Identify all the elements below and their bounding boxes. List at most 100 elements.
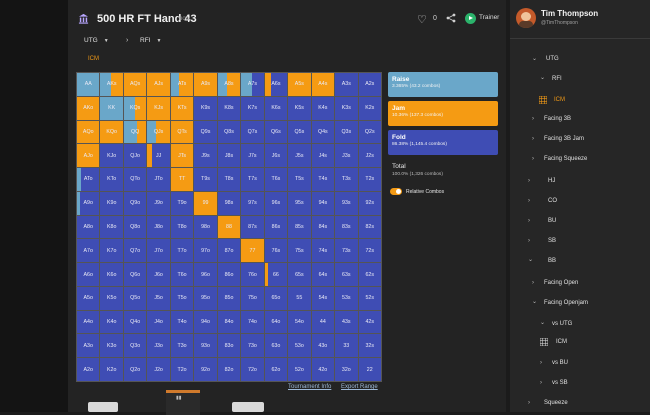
range-cell[interactable]: Q9s bbox=[194, 120, 217, 144]
range-cell[interactable]: A6s bbox=[264, 73, 288, 96]
range-cell[interactable]: T8s bbox=[217, 168, 241, 191]
range-cell[interactable]: K5o bbox=[100, 286, 123, 310]
tree-item-facing-open[interactable]: Facing Open bbox=[544, 280, 579, 286]
card-right[interactable] bbox=[232, 402, 264, 412]
chevron-right-icon[interactable]: › bbox=[528, 178, 530, 184]
range-cell[interactable]: J3s bbox=[335, 144, 358, 168]
range-cell[interactable]: K4o bbox=[100, 310, 123, 334]
tree-item-sb[interactable]: SB bbox=[548, 238, 557, 244]
range-cell[interactable]: T4o bbox=[170, 310, 194, 334]
chevron-right-icon[interactable]: › bbox=[540, 360, 542, 366]
range-cell[interactable]: T7o bbox=[170, 239, 194, 263]
range-cell[interactable]: 63o bbox=[264, 334, 288, 358]
legend-raise[interactable]: Raise 3.365% (43.2 combos) bbox=[388, 72, 498, 97]
tree-item-utg[interactable]: UTG bbox=[546, 56, 559, 62]
range-cell[interactable]: Q8o bbox=[123, 215, 147, 239]
range-cell[interactable]: 65o bbox=[264, 286, 288, 310]
range-cell[interactable]: K7s bbox=[241, 96, 264, 120]
tree-item-facing-squeeze[interactable]: Facing Squeeze bbox=[544, 156, 588, 162]
range-cell[interactable]: 73o bbox=[241, 334, 264, 358]
range-cell[interactable]: K9s bbox=[194, 96, 217, 120]
range-cell[interactable]: T2o bbox=[170, 358, 194, 381]
chevron-down-icon[interactable]: ⌄ bbox=[528, 257, 534, 263]
range-cell[interactable]: A7s bbox=[241, 73, 264, 96]
range-cell[interactable]: 99 bbox=[194, 191, 217, 215]
chevron-right-icon[interactable]: › bbox=[532, 116, 534, 122]
range-cell[interactable]: T6o bbox=[170, 263, 194, 286]
range-cell[interactable]: JTs bbox=[170, 144, 194, 168]
range-cell[interactable]: T3o bbox=[170, 334, 194, 358]
range-cell[interactable]: 43o bbox=[311, 334, 335, 358]
range-cell[interactable]: 87o bbox=[217, 239, 241, 263]
chevron-right-icon[interactable]: › bbox=[528, 198, 530, 204]
range-cell[interactable]: 94s bbox=[311, 191, 335, 215]
range-cell[interactable]: 33 bbox=[335, 334, 358, 358]
range-cell[interactable]: AKs bbox=[100, 73, 123, 96]
range-cell[interactable]: 74o bbox=[241, 310, 264, 334]
range-cell[interactable]: Q2o bbox=[123, 358, 147, 381]
range-cell[interactable]: J7o bbox=[147, 239, 170, 263]
range-cell[interactable]: J8s bbox=[217, 144, 241, 168]
range-cell[interactable]: 86o bbox=[217, 263, 241, 286]
range-cell[interactable]: Q4o bbox=[123, 310, 147, 334]
tree-item-icm[interactable]: ICM bbox=[556, 339, 567, 345]
chevron-right-icon[interactable]: › bbox=[532, 136, 534, 142]
range-cell[interactable]: T9o bbox=[170, 191, 194, 215]
range-cell[interactable]: Q6s bbox=[264, 120, 288, 144]
range-cell[interactable]: 54o bbox=[288, 310, 311, 334]
range-cell[interactable]: A8s bbox=[217, 73, 241, 96]
range-cell[interactable]: 96s bbox=[264, 191, 288, 215]
range-cell[interactable]: 62o bbox=[264, 358, 288, 381]
tree-item-rfi[interactable]: RFI bbox=[552, 76, 562, 82]
range-cell[interactable]: 73s bbox=[335, 239, 358, 263]
range-cell[interactable]: K8o bbox=[100, 215, 123, 239]
legend-fold[interactable]: Fold 86.38% (1,145.4 combos) bbox=[388, 130, 498, 155]
range-cell[interactable]: AJo bbox=[77, 144, 100, 168]
range-cell[interactable]: A3s bbox=[335, 73, 358, 96]
heart-icon[interactable]: ♡ bbox=[417, 14, 427, 26]
range-cell[interactable]: 83s bbox=[335, 215, 358, 239]
range-cell[interactable]: 53s bbox=[335, 286, 358, 310]
range-cell[interactable]: JTo bbox=[147, 168, 170, 191]
chevron-right-icon[interactable]: › bbox=[532, 280, 534, 286]
range-cell[interactable]: 95s bbox=[288, 191, 311, 215]
range-cell[interactable]: A8o bbox=[77, 215, 100, 239]
tree-item-icm-active[interactable]: ICM bbox=[554, 97, 565, 103]
range-cell[interactable]: 83o bbox=[217, 334, 241, 358]
range-cell[interactable]: 72o bbox=[241, 358, 264, 381]
range-cell[interactable]: 75s bbox=[288, 239, 311, 263]
range-cell[interactable]: 98o bbox=[194, 215, 217, 239]
range-cell[interactable]: QTo bbox=[123, 168, 147, 191]
range-cell[interactable]: Q7o bbox=[123, 239, 147, 263]
range-cell[interactable]: 85o bbox=[217, 286, 241, 310]
tree-item-facing-openjam[interactable]: Facing Openjam bbox=[544, 300, 589, 306]
range-cell[interactable]: A5s bbox=[288, 73, 311, 96]
range-cell[interactable]: AKo bbox=[77, 96, 100, 120]
range-cell[interactable]: KK bbox=[100, 96, 123, 120]
range-cell[interactable]: 93o bbox=[194, 334, 217, 358]
range-cell[interactable]: QTs bbox=[170, 120, 194, 144]
range-cell[interactable]: 76s bbox=[264, 239, 288, 263]
tree-item-hj[interactable]: HJ bbox=[548, 178, 556, 184]
range-cell[interactable]: KTo bbox=[100, 168, 123, 191]
range-cell[interactable]: K9o bbox=[100, 191, 123, 215]
range-cell[interactable]: JJ bbox=[147, 144, 170, 168]
range-cell[interactable]: J5o bbox=[147, 286, 170, 310]
card-left[interactable] bbox=[88, 402, 118, 412]
chevron-right-icon[interactable]: › bbox=[532, 156, 534, 162]
range-cell[interactable]: Q5o bbox=[123, 286, 147, 310]
range-cell[interactable]: J2s bbox=[358, 144, 381, 168]
range-cell[interactable]: AQs bbox=[123, 73, 147, 96]
range-cell[interactable]: Q8s bbox=[217, 120, 241, 144]
range-cell[interactable]: A6o bbox=[77, 263, 100, 286]
range-cell[interactable]: T5s bbox=[288, 168, 311, 191]
range-cell[interactable]: QJo bbox=[123, 144, 147, 168]
range-cell[interactable]: AJs bbox=[147, 73, 170, 96]
range-cell[interactable]: 93s bbox=[335, 191, 358, 215]
range-cell[interactable]: J6s bbox=[264, 144, 288, 168]
range-cell[interactable]: A7o bbox=[77, 239, 100, 263]
chevron-right-icon[interactable]: › bbox=[540, 380, 542, 386]
range-cell[interactable]: J8o bbox=[147, 215, 170, 239]
range-cell[interactable]: 75o bbox=[241, 286, 264, 310]
range-cell[interactable]: A2s bbox=[358, 73, 381, 96]
